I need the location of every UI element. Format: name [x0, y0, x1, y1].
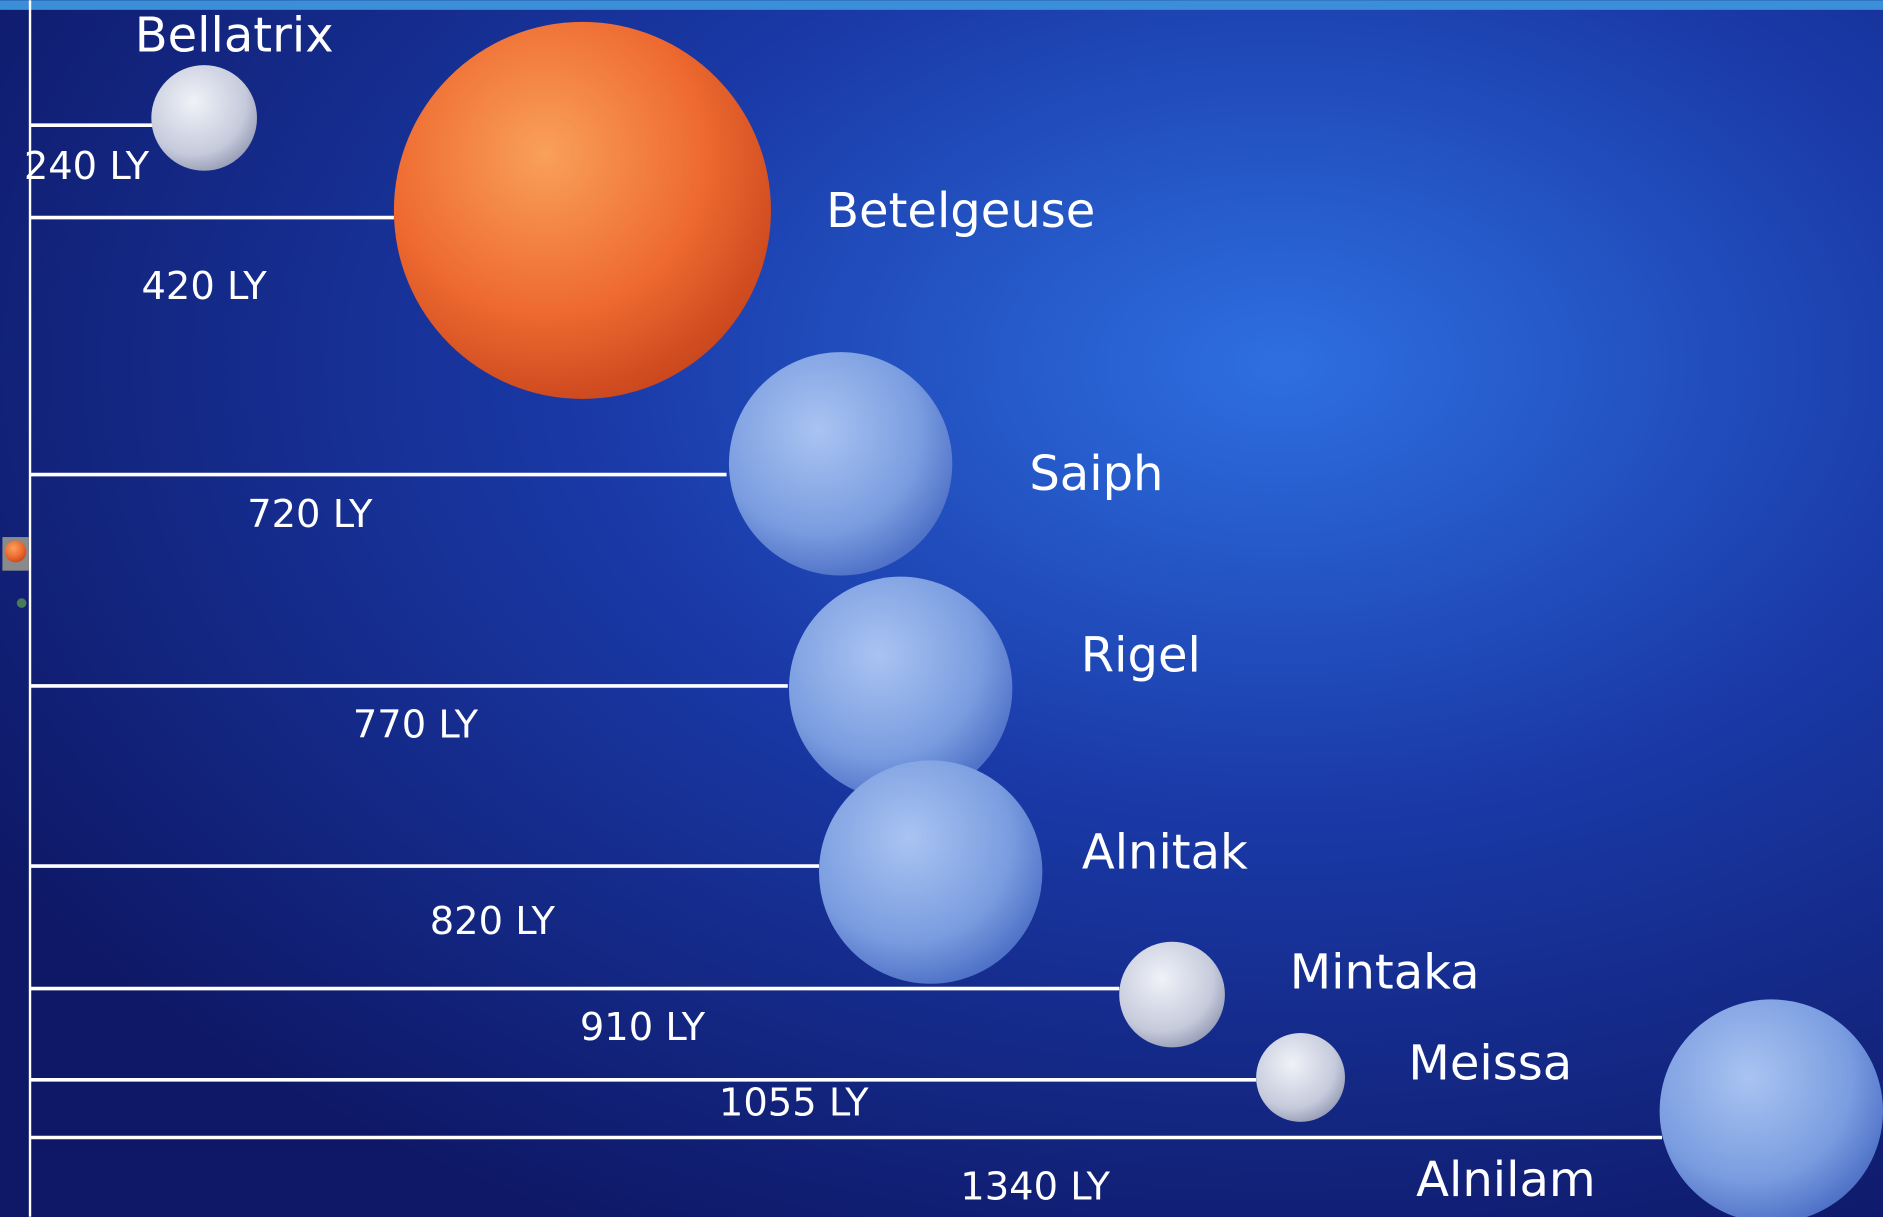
star-name: Saiph [1029, 446, 1163, 502]
star [729, 352, 952, 575]
star-name: Alnilam [1416, 1152, 1596, 1208]
scene: Bellatrix 240 LY Betelgeuse 420 LY Saiph 720 … [0, 0, 1883, 1217]
distance-label: 1055 LY [719, 1081, 869, 1126]
star-name: Betelgeuse [826, 183, 1095, 239]
star [819, 760, 1042, 983]
distance-label: 720 LY [247, 492, 373, 537]
star-name: Bellatrix [135, 8, 334, 64]
star-name: Mintaka [1290, 944, 1480, 1000]
distance-label: 240 LY [24, 144, 150, 189]
distance-label: 1340 LY [960, 1165, 1110, 1210]
page: Bellatrix 240 LY Betelgeuse 420 LY Saiph 720 … [0, 0, 1883, 1217]
star-name: Alnitak [1082, 824, 1248, 880]
star [1660, 999, 1883, 1217]
star [1119, 942, 1225, 1048]
star-name: Meissa [1408, 1036, 1572, 1092]
distance-label: 910 LY [580, 1005, 706, 1050]
distance-label: 770 LY [353, 702, 479, 747]
star-name: Rigel [1081, 627, 1201, 683]
distance-label: 820 LY [430, 899, 556, 944]
star [1256, 1033, 1345, 1122]
distance-label: 420 LY [142, 264, 268, 309]
earth-icon [17, 598, 27, 608]
star [394, 22, 771, 399]
sun-icon [5, 541, 27, 563]
star [151, 65, 257, 171]
